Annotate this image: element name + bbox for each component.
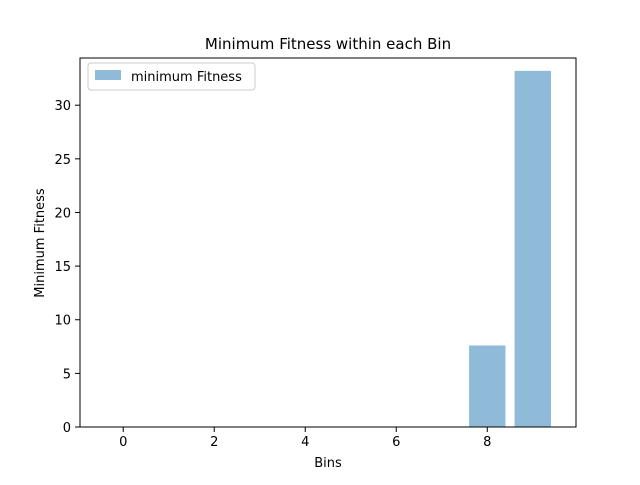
y-axis-label: Minimum Fitness [33, 188, 48, 298]
y-tick-label: 0 [63, 421, 71, 436]
legend: minimum Fitness [87, 62, 256, 91]
chart-title: Minimum Fitness within each Bin [205, 35, 451, 53]
x-tick-label: 4 [301, 435, 309, 450]
y-tick-label: 15 [54, 260, 71, 275]
x-tick-label: 6 [392, 435, 400, 450]
x-tick-label: 0 [119, 435, 127, 450]
y-tick-label: 30 [54, 99, 71, 114]
x-axis-label: Bins [314, 456, 342, 471]
x-tick-label: 2 [210, 435, 218, 450]
plot-frame [79, 57, 577, 428]
y-tick-label: 5 [63, 367, 71, 382]
x-ticks-group: 0 2 4 6 8 [119, 427, 491, 450]
legend-swatch [95, 70, 121, 80]
y-tick-label: 25 [54, 153, 71, 168]
legend-box [87, 62, 256, 91]
bars-group [469, 70, 551, 427]
y-tick-label: 10 [54, 314, 71, 329]
y-tick-label: 20 [54, 206, 71, 221]
bar-9 [514, 70, 551, 427]
x-tick-label: 8 [483, 435, 491, 450]
bar-8 [469, 345, 506, 427]
legend-label: minimum Fitness [131, 70, 242, 85]
y-ticks-group: 0 5 10 15 20 25 30 [54, 99, 80, 436]
